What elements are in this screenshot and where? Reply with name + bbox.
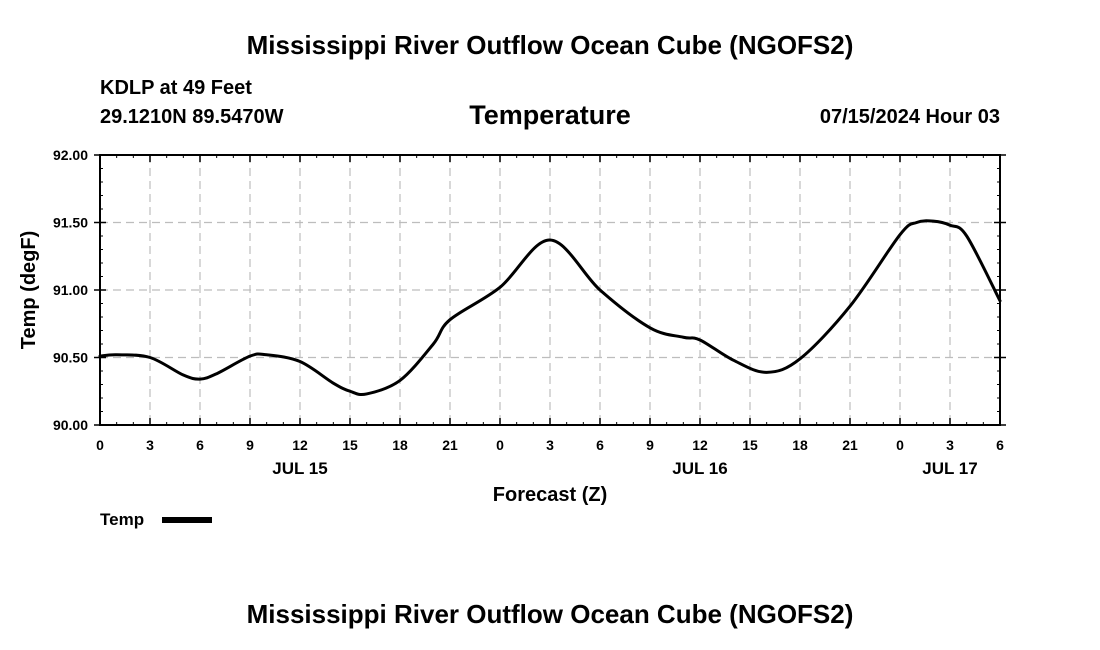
grid (100, 155, 1000, 425)
x-tick-label: 12 (692, 437, 708, 453)
x-tick-label: 15 (342, 437, 358, 453)
coordinates-label: 29.1210N 89.5470W (100, 106, 284, 128)
x-tick-label: 21 (442, 437, 458, 453)
x-tick-label: 0 (96, 437, 104, 453)
axis-ticks (94, 154, 1006, 426)
footer-title: Mississippi River Outflow Ocean Cube (NG… (246, 599, 854, 629)
x-tick-label: 15 (742, 437, 758, 453)
x-axis-title: Forecast (Z) (493, 484, 607, 506)
temp-series-line (98, 219, 1002, 397)
y-tick-label: 92.00 (53, 147, 88, 163)
station-label: KDLP at 49 Feet (100, 77, 252, 99)
x-tick-label: 9 (246, 437, 254, 453)
x-tick-label: 18 (392, 437, 408, 453)
x-tick-label: 0 (896, 437, 904, 453)
day-label: JUL 16 (672, 459, 727, 478)
x-tick-label: 3 (546, 437, 554, 453)
x-tick-label: 0 (496, 437, 504, 453)
x-tick-label: 3 (946, 437, 954, 453)
x-axis-day-labels: JUL 15 JUL 16 JUL 17 (272, 459, 977, 478)
temperature-chart: 90.00 90.50 91.00 91.50 92.00 0 3 6 9 12 15 18 21 0 3… (18, 147, 1006, 529)
legend-swatch (162, 517, 212, 523)
y-tick-label: 90.50 (53, 350, 88, 366)
y-tick-label: 90.00 (53, 417, 88, 433)
x-tick-label: 21 (842, 437, 858, 453)
day-label: JUL 15 (272, 459, 327, 478)
y-axis-title: Temp (degF) (18, 231, 40, 350)
y-axis-tick-labels: 90.00 90.50 91.00 91.50 92.00 (53, 147, 88, 433)
x-tick-label: 18 (792, 437, 808, 453)
y-tick-label: 91.50 (53, 215, 88, 231)
main-title: Mississippi River Outflow Ocean Cube (NG… (246, 30, 854, 60)
y-tick-label: 91.00 (53, 282, 88, 298)
x-tick-label: 6 (996, 437, 1004, 453)
day-label: JUL 17 (922, 459, 977, 478)
chart-title: Temperature (469, 100, 631, 130)
x-tick-label: 12 (292, 437, 308, 453)
datetime-label: 07/15/2024 Hour 03 (819, 106, 1000, 128)
x-tick-label: 6 (596, 437, 604, 453)
x-tick-label: 9 (646, 437, 654, 453)
x-axis-tick-labels: 0 3 6 9 12 15 18 21 0 3 6 9 12 15 18 21 0 3 6 (96, 437, 1004, 453)
x-tick-label: 6 (196, 437, 204, 453)
x-tick-label: 3 (146, 437, 154, 453)
legend-label: Temp (100, 510, 144, 529)
